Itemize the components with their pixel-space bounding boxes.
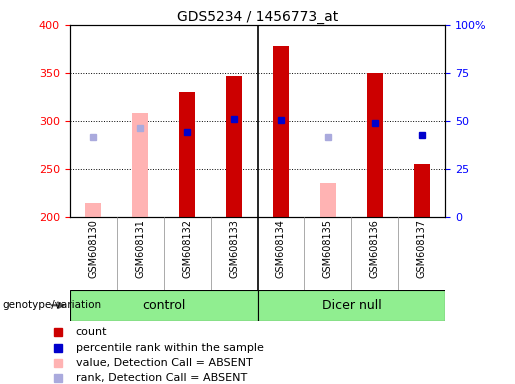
Text: GSM608136: GSM608136	[370, 219, 380, 278]
Bar	[320, 184, 336, 217]
Title: GDS5234 / 1456773_at: GDS5234 / 1456773_at	[177, 10, 338, 24]
Bar	[226, 76, 242, 217]
Bar	[258, 290, 445, 321]
Text: GSM608131: GSM608131	[135, 219, 145, 278]
Text: GSM608132: GSM608132	[182, 219, 192, 278]
Bar	[273, 46, 289, 217]
Text: percentile rank within the sample: percentile rank within the sample	[76, 343, 264, 353]
Text: GSM608130: GSM608130	[88, 219, 98, 278]
Text: value, Detection Call = ABSENT: value, Detection Call = ABSENT	[76, 358, 252, 368]
Text: control: control	[142, 299, 185, 312]
Text: GSM608137: GSM608137	[417, 219, 427, 278]
Bar	[70, 290, 258, 321]
Text: rank, Detection Call = ABSENT: rank, Detection Call = ABSENT	[76, 373, 247, 383]
Text: GSM608135: GSM608135	[323, 219, 333, 278]
Text: GSM608133: GSM608133	[229, 219, 239, 278]
Text: genotype/variation: genotype/variation	[3, 300, 101, 310]
Bar	[85, 203, 101, 217]
Bar	[132, 113, 148, 217]
Bar	[414, 164, 430, 217]
Text: Dicer null: Dicer null	[321, 299, 382, 312]
Bar	[367, 73, 383, 217]
Bar	[179, 92, 195, 217]
Text: GSM608134: GSM608134	[276, 219, 286, 278]
Text: count: count	[76, 327, 107, 337]
